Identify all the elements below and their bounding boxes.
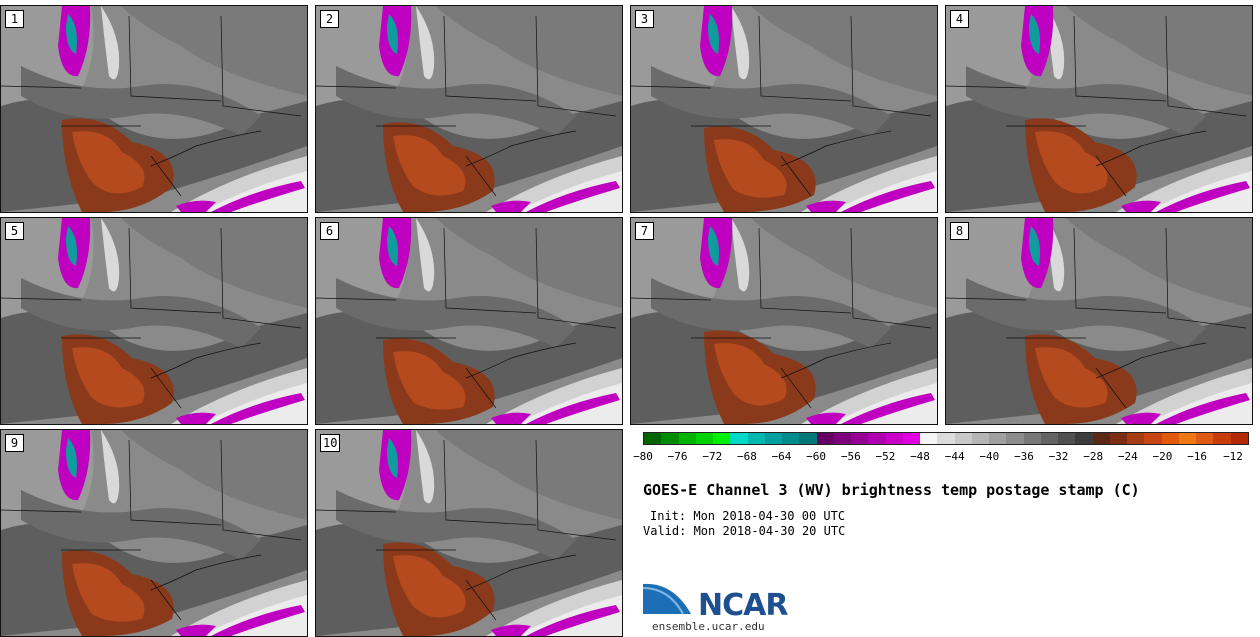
colorbar-tick-label: −24 bbox=[1117, 450, 1138, 463]
colorbar-segment bbox=[1213, 433, 1231, 444]
init-time: Init: Mon 2018-04-30 00 UTC bbox=[650, 509, 846, 523]
stamp-number-label: 4 bbox=[950, 10, 969, 28]
colorbar-segment bbox=[713, 433, 731, 444]
postage-stamp-8: 8 bbox=[945, 217, 1253, 425]
colorbar-segment bbox=[782, 433, 800, 444]
colorbar-segment bbox=[1075, 433, 1093, 444]
colorbar-segment bbox=[1127, 433, 1145, 444]
colorbar-segment bbox=[799, 433, 817, 444]
colorbar-tick-label: −32 bbox=[1048, 450, 1069, 463]
colorbar-tick-label: −28 bbox=[1083, 450, 1104, 463]
stamp-number-label: 2 bbox=[320, 10, 339, 28]
colorbar-segment bbox=[1230, 433, 1248, 444]
colorbar-tick-label: −76 bbox=[667, 450, 688, 463]
colorbar-segment bbox=[644, 433, 662, 444]
postage-stamp-1: 1 bbox=[0, 5, 308, 213]
colorbar-segment bbox=[1058, 433, 1076, 444]
colorbar-segment bbox=[747, 433, 765, 444]
postage-stamp-2: 2 bbox=[315, 5, 623, 213]
colorbar-segment bbox=[833, 433, 851, 444]
colorbar-tick-label: −68 bbox=[736, 450, 757, 463]
colorbar-segment bbox=[851, 433, 869, 444]
colorbar-segment bbox=[661, 433, 679, 444]
colorbar-segment bbox=[1109, 433, 1127, 444]
colorbar-segment bbox=[816, 433, 834, 444]
colorbar-tick-label: −80 bbox=[633, 450, 653, 463]
colorbar-tick-label: −40 bbox=[979, 450, 1000, 463]
colorbar-tick-label: −20 bbox=[1152, 450, 1173, 463]
colorbar-tick-label: −12 bbox=[1223, 450, 1243, 463]
colorbar-segment bbox=[989, 433, 1007, 444]
stamp-number-label: 9 bbox=[5, 434, 24, 452]
colorbar-tick-label: −56 bbox=[840, 450, 861, 463]
stamp-number-label: 5 bbox=[5, 222, 24, 240]
stamp-number-label: 10 bbox=[320, 434, 341, 452]
colorbar-segment bbox=[1023, 433, 1041, 444]
colorbar-segment bbox=[1161, 433, 1179, 444]
colorbar-segment bbox=[1040, 433, 1058, 444]
colorbar-segment bbox=[1092, 433, 1110, 444]
figure-title: GOES-E Channel 3 (WV) brightness temp po… bbox=[643, 481, 1140, 499]
colorbar-tick-label: −72 bbox=[702, 450, 723, 463]
colorbar-segment bbox=[1006, 433, 1024, 444]
colorbar-segment bbox=[1144, 433, 1162, 444]
valid-time: Valid: Mon 2018-04-30 20 UTC bbox=[643, 524, 846, 538]
colorbar-segment bbox=[1178, 433, 1196, 444]
colorbar-segment bbox=[730, 433, 748, 444]
colorbar bbox=[643, 432, 1249, 445]
colorbar-tick-labels: −80 −76 −72 −68 −64 −60 −56 −52 −48 −44 −40 −36 −32 −… bbox=[633, 450, 1249, 466]
logo-text: NCAR bbox=[698, 588, 788, 623]
colorbar-segment bbox=[868, 433, 886, 444]
postage-stamp-9: 9 bbox=[0, 429, 308, 637]
colorbar-tick-label: −36 bbox=[1013, 450, 1034, 463]
postage-stamp-7: 7 bbox=[630, 217, 938, 425]
stamp-number-label: 3 bbox=[635, 10, 654, 28]
colorbar-tick-label: −16 bbox=[1187, 450, 1208, 463]
colorbar-tick-label: −64 bbox=[771, 450, 792, 463]
postage-stamp-6: 6 bbox=[315, 217, 623, 425]
colorbar-segment bbox=[971, 433, 989, 444]
stamp-number-label: 8 bbox=[950, 222, 969, 240]
postage-stamp-5: 5 bbox=[0, 217, 308, 425]
postage-stamp-4: 4 bbox=[945, 5, 1253, 213]
colorbar-segment bbox=[954, 433, 972, 444]
colorbar-segment bbox=[764, 433, 782, 444]
colorbar-tick-label: −60 bbox=[806, 450, 827, 463]
stamp-number-label: 1 bbox=[5, 10, 24, 28]
stamp-number-label: 6 bbox=[320, 222, 339, 240]
colorbar-segment bbox=[885, 433, 903, 444]
colorbar-tick-label: −52 bbox=[875, 450, 896, 463]
colorbar-segment bbox=[678, 433, 696, 444]
colorbar-segment bbox=[902, 433, 920, 444]
colorbar-segment bbox=[1196, 433, 1214, 444]
colorbar-tick-label: −44 bbox=[944, 450, 965, 463]
colorbar-tick-label: −48 bbox=[910, 450, 930, 463]
postage-stamp-3: 3 bbox=[630, 5, 938, 213]
logo-url[interactable]: ensemble.ucar.edu bbox=[652, 620, 765, 633]
colorbar-segment bbox=[920, 433, 938, 444]
stamp-number-label: 7 bbox=[635, 222, 654, 240]
postage-stamp-10: 10 bbox=[315, 429, 623, 637]
ncar-logo-icon bbox=[643, 580, 694, 615]
colorbar-segment bbox=[695, 433, 713, 444]
colorbar-segment bbox=[937, 433, 955, 444]
